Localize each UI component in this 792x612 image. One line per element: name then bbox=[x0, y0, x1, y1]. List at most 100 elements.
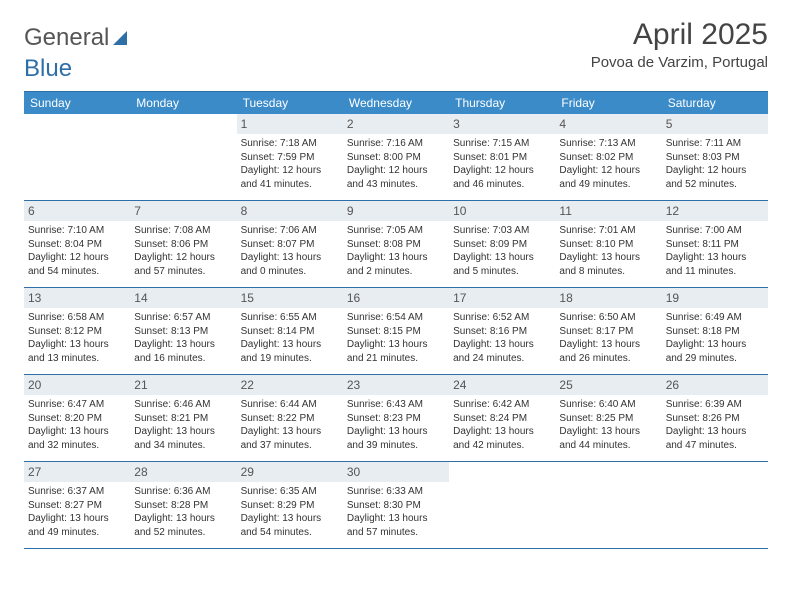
sunset-line: Sunset: 8:27 PM bbox=[28, 499, 126, 513]
day-cell: 15Sunrise: 6:55 AMSunset: 8:14 PMDayligh… bbox=[237, 288, 343, 374]
sunset-line: Sunset: 8:30 PM bbox=[347, 499, 445, 513]
sunrise-line: Sunrise: 6:58 AM bbox=[28, 311, 126, 325]
sunrise-line: Sunrise: 6:35 AM bbox=[241, 485, 339, 499]
title-block: April 2025 Povoa de Varzim, Portugal bbox=[591, 18, 768, 71]
sunset-line: Sunset: 8:26 PM bbox=[666, 412, 764, 426]
daylight-line: Daylight: 13 hours and 8 minutes. bbox=[559, 251, 657, 278]
day-cell: 22Sunrise: 6:44 AMSunset: 8:22 PMDayligh… bbox=[237, 375, 343, 461]
day-cell: 12Sunrise: 7:00 AMSunset: 8:11 PMDayligh… bbox=[662, 201, 768, 287]
day-cell: 6Sunrise: 7:10 AMSunset: 8:04 PMDaylight… bbox=[24, 201, 130, 287]
day-cell-empty bbox=[130, 114, 236, 200]
day-cell: 9 Sunrise: 7:05 AMSunset: 8:08 PMDaylight… bbox=[343, 201, 449, 287]
day-cell: 28Sunrise: 6:36 AMSunset: 8:28 PMDayligh… bbox=[130, 462, 236, 548]
day-header: Sunday bbox=[24, 92, 130, 114]
sunset-line: Sunset: 8:25 PM bbox=[559, 412, 657, 426]
daylight-line: Daylight: 12 hours and 49 minutes. bbox=[559, 164, 657, 191]
sunrise-line: Sunrise: 7:06 AM bbox=[241, 224, 339, 238]
daylight-line: Daylight: 13 hours and 19 minutes. bbox=[241, 338, 339, 365]
sunset-line: Sunset: 8:04 PM bbox=[28, 238, 126, 252]
sunset-line: Sunset: 8:09 PM bbox=[453, 238, 551, 252]
day-header: Thursday bbox=[449, 92, 555, 114]
day-cell: 7Sunrise: 7:08 AMSunset: 8:06 PMDaylight… bbox=[130, 201, 236, 287]
day-number: 23 bbox=[343, 375, 449, 395]
week-row: 13Sunrise: 6:58 AMSunset: 8:12 PMDayligh… bbox=[24, 288, 768, 375]
daylight-line: Daylight: 13 hours and 32 minutes. bbox=[28, 425, 126, 452]
sunrise-line: Sunrise: 6:54 AM bbox=[347, 311, 445, 325]
day-cell-empty bbox=[555, 462, 661, 548]
day-number: 7 bbox=[130, 201, 236, 221]
day-number: 21 bbox=[130, 375, 236, 395]
sunset-line: Sunset: 8:11 PM bbox=[666, 238, 764, 252]
sunset-line: Sunset: 8:12 PM bbox=[28, 325, 126, 339]
sunset-line: Sunset: 7:59 PM bbox=[241, 151, 339, 165]
day-number: 16 bbox=[343, 288, 449, 308]
day-header: Wednesday bbox=[343, 92, 449, 114]
daylight-line: Daylight: 13 hours and 13 minutes. bbox=[28, 338, 126, 365]
sunrise-line: Sunrise: 6:57 AM bbox=[134, 311, 232, 325]
day-number: 13 bbox=[24, 288, 130, 308]
daylight-line: Daylight: 13 hours and 29 minutes. bbox=[666, 338, 764, 365]
sunrise-line: Sunrise: 6:37 AM bbox=[28, 485, 126, 499]
sunset-line: Sunset: 8:10 PM bbox=[559, 238, 657, 252]
daylight-line: Daylight: 13 hours and 54 minutes. bbox=[241, 512, 339, 539]
daylight-line: Daylight: 13 hours and 44 minutes. bbox=[559, 425, 657, 452]
sunset-line: Sunset: 8:02 PM bbox=[559, 151, 657, 165]
sunset-line: Sunset: 8:23 PM bbox=[347, 412, 445, 426]
daylight-line: Daylight: 13 hours and 2 minutes. bbox=[347, 251, 445, 278]
daylight-line: Daylight: 13 hours and 42 minutes. bbox=[453, 425, 551, 452]
daylight-line: Daylight: 13 hours and 16 minutes. bbox=[134, 338, 232, 365]
sunset-line: Sunset: 8:08 PM bbox=[347, 238, 445, 252]
sunrise-line: Sunrise: 7:13 AM bbox=[559, 137, 657, 151]
daylight-line: Daylight: 13 hours and 49 minutes. bbox=[28, 512, 126, 539]
day-cell: 5Sunrise: 7:11 AMSunset: 8:03 PMDaylight… bbox=[662, 114, 768, 200]
sunset-line: Sunset: 8:16 PM bbox=[453, 325, 551, 339]
day-number: 29 bbox=[237, 462, 343, 482]
sunrise-line: Sunrise: 6:44 AM bbox=[241, 398, 339, 412]
logo: General bbox=[24, 18, 127, 52]
daylight-line: Daylight: 13 hours and 21 minutes. bbox=[347, 338, 445, 365]
sunrise-line: Sunrise: 6:39 AM bbox=[666, 398, 764, 412]
day-number: 18 bbox=[555, 288, 661, 308]
logo-text-2: Blue bbox=[24, 55, 72, 83]
day-number: 9 bbox=[343, 201, 449, 221]
sunset-line: Sunset: 8:18 PM bbox=[666, 325, 764, 339]
weeks-container: 1Sunrise: 7:18 AMSunset: 7:59 PMDaylight… bbox=[24, 114, 768, 549]
day-number: 24 bbox=[449, 375, 555, 395]
sunrise-line: Sunrise: 7:18 AM bbox=[241, 137, 339, 151]
daylight-line: Daylight: 13 hours and 0 minutes. bbox=[241, 251, 339, 278]
sunset-line: Sunset: 8:22 PM bbox=[241, 412, 339, 426]
week-row: 1Sunrise: 7:18 AMSunset: 7:59 PMDaylight… bbox=[24, 114, 768, 201]
day-cell-empty bbox=[24, 114, 130, 200]
sunset-line: Sunset: 8:24 PM bbox=[453, 412, 551, 426]
daylight-line: Daylight: 13 hours and 47 minutes. bbox=[666, 425, 764, 452]
daylight-line: Daylight: 13 hours and 52 minutes. bbox=[134, 512, 232, 539]
week-row: 27Sunrise: 6:37 AMSunset: 8:27 PMDayligh… bbox=[24, 462, 768, 549]
day-cell: 16Sunrise: 6:54 AMSunset: 8:15 PMDayligh… bbox=[343, 288, 449, 374]
day-header: Tuesday bbox=[237, 92, 343, 114]
daylight-line: Daylight: 12 hours and 43 minutes. bbox=[347, 164, 445, 191]
day-number: 17 bbox=[449, 288, 555, 308]
day-cell-empty bbox=[662, 462, 768, 548]
daylight-line: Daylight: 13 hours and 57 minutes. bbox=[347, 512, 445, 539]
sunset-line: Sunset: 8:20 PM bbox=[28, 412, 126, 426]
day-number: 2 bbox=[343, 114, 449, 134]
sunrise-line: Sunrise: 6:40 AM bbox=[559, 398, 657, 412]
sunrise-line: Sunrise: 7:05 AM bbox=[347, 224, 445, 238]
daylight-line: Daylight: 13 hours and 39 minutes. bbox=[347, 425, 445, 452]
day-cell: 30Sunrise: 6:33 AMSunset: 8:30 PMDayligh… bbox=[343, 462, 449, 548]
sunrise-line: Sunrise: 7:03 AM bbox=[453, 224, 551, 238]
sunrise-line: Sunrise: 7:15 AM bbox=[453, 137, 551, 151]
day-cell: 19Sunrise: 6:49 AMSunset: 8:18 PMDayligh… bbox=[662, 288, 768, 374]
sunrise-line: Sunrise: 7:10 AM bbox=[28, 224, 126, 238]
day-cell: 18Sunrise: 6:50 AMSunset: 8:17 PMDayligh… bbox=[555, 288, 661, 374]
daylight-line: Daylight: 13 hours and 34 minutes. bbox=[134, 425, 232, 452]
sunrise-line: Sunrise: 7:00 AM bbox=[666, 224, 764, 238]
day-number: 28 bbox=[130, 462, 236, 482]
day-number: 3 bbox=[449, 114, 555, 134]
daylight-line: Daylight: 12 hours and 57 minutes. bbox=[134, 251, 232, 278]
sunrise-line: Sunrise: 6:50 AM bbox=[559, 311, 657, 325]
sunrise-line: Sunrise: 7:11 AM bbox=[666, 137, 764, 151]
day-cell: 26Sunrise: 6:39 AMSunset: 8:26 PMDayligh… bbox=[662, 375, 768, 461]
day-cell: 24Sunrise: 6:42 AMSunset: 8:24 PMDayligh… bbox=[449, 375, 555, 461]
sunrise-line: Sunrise: 6:33 AM bbox=[347, 485, 445, 499]
